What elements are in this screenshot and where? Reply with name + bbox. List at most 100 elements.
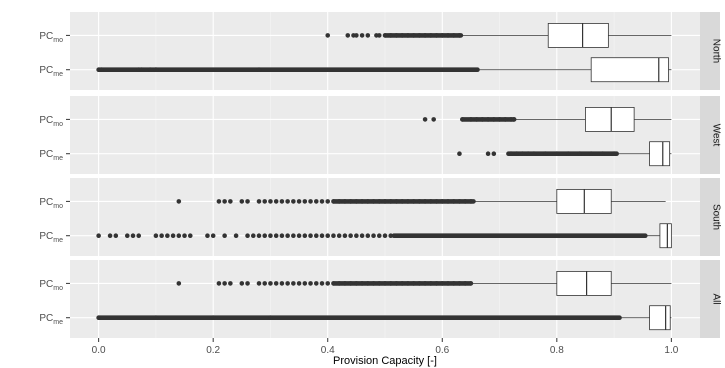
outlier-point xyxy=(431,117,436,122)
outlier-point xyxy=(325,199,331,204)
outlier-point xyxy=(308,281,313,286)
category-label-main: PC xyxy=(39,65,53,76)
outlier-point xyxy=(182,233,187,239)
outlier-point xyxy=(371,233,376,239)
outlier-point xyxy=(348,281,353,286)
outlier-point xyxy=(359,199,365,204)
outlier-point xyxy=(296,199,302,204)
outlier-point xyxy=(222,199,227,204)
outlier-point xyxy=(525,151,531,157)
outlier-point xyxy=(285,233,290,239)
outlier-point xyxy=(153,67,159,73)
outlier-point xyxy=(439,199,445,204)
outlier-point xyxy=(422,117,428,122)
outlier-point xyxy=(543,151,548,157)
outlier-point xyxy=(411,199,416,204)
x-tick-label: 0.2 xyxy=(206,345,220,356)
outlier-point xyxy=(325,233,331,239)
outlier-point xyxy=(256,199,262,204)
box xyxy=(556,270,612,296)
outlier-point xyxy=(256,67,262,73)
outlier-point xyxy=(176,199,182,204)
category-label-sub: me xyxy=(53,237,63,244)
outlier-point xyxy=(291,199,296,204)
outlier-point xyxy=(325,281,331,286)
outlier-point xyxy=(245,281,250,286)
outlier-point xyxy=(376,281,382,286)
outlier-point xyxy=(394,199,399,204)
outlier-band xyxy=(391,233,648,239)
x-tick-label: 1.0 xyxy=(664,345,678,356)
outlier-point xyxy=(428,33,434,38)
outlier-point xyxy=(457,199,462,204)
outlier-point xyxy=(291,233,296,239)
outlier-point xyxy=(136,233,142,239)
outlier-point xyxy=(348,199,353,204)
x-tick-label: 0.4 xyxy=(321,345,335,356)
outlier-point xyxy=(531,151,537,157)
outlier-point xyxy=(468,117,474,122)
outlier-point xyxy=(96,233,101,239)
outlier-point xyxy=(462,281,468,286)
outlier-point xyxy=(165,233,170,239)
outlier-point xyxy=(331,199,336,204)
outlier-point xyxy=(285,281,290,286)
box xyxy=(649,141,671,167)
box xyxy=(659,223,672,249)
outlier-point xyxy=(222,281,227,286)
outlier-point xyxy=(354,33,359,38)
category-label-main: PC xyxy=(39,149,53,160)
outlier-point xyxy=(382,281,388,286)
outlier-point xyxy=(262,199,268,204)
outlier-point xyxy=(262,233,268,239)
outlier-point xyxy=(245,233,250,239)
outlier-point xyxy=(302,281,308,286)
outlier-point xyxy=(336,199,342,204)
category-label: PCmo xyxy=(39,279,63,292)
outlier-point xyxy=(308,199,313,204)
outlier-point xyxy=(176,233,182,239)
category-label: PCme xyxy=(39,313,63,326)
outlier-point xyxy=(296,233,302,239)
category-label-main: PC xyxy=(39,197,53,208)
outlier-point xyxy=(382,199,388,204)
outlier-point xyxy=(216,199,222,204)
outlier-point xyxy=(394,33,399,38)
outlier-point xyxy=(336,281,342,286)
row-west-me: PCme xyxy=(39,141,672,167)
outlier-point xyxy=(336,233,342,239)
outlier-point xyxy=(130,233,136,239)
outlier-point xyxy=(359,281,365,286)
outlier-point xyxy=(371,281,376,286)
category-label: PCmo xyxy=(39,115,63,128)
outlier-point xyxy=(124,233,130,239)
outlier-point xyxy=(268,281,273,286)
outlier-point xyxy=(394,281,399,286)
outlier-point xyxy=(439,281,445,286)
category-label: PCme xyxy=(39,65,63,78)
outlier-point xyxy=(457,281,462,286)
outlier-point xyxy=(428,199,434,204)
outlier-point xyxy=(399,33,405,38)
category-label-main: PC xyxy=(39,279,53,290)
x-tick-label: 0.0 xyxy=(92,345,106,356)
outlier-point xyxy=(285,199,290,204)
outlier-point xyxy=(457,33,462,38)
outlier-point xyxy=(325,33,331,38)
outlier-point xyxy=(268,315,273,321)
outlier-point xyxy=(291,281,296,286)
outlier-point xyxy=(511,117,517,122)
outlier-point xyxy=(331,233,336,239)
outlier-point xyxy=(491,151,497,157)
outlier-point xyxy=(239,199,245,204)
row-all-mo: PCmo xyxy=(39,270,672,296)
outlier-point xyxy=(342,281,348,286)
outlier-point xyxy=(354,281,359,286)
box xyxy=(585,107,635,132)
outlier-point xyxy=(342,233,348,239)
outlier-band xyxy=(96,315,622,321)
outlier-point xyxy=(113,233,119,239)
outlier-point xyxy=(170,233,176,239)
category-label-main: PC xyxy=(39,231,53,242)
